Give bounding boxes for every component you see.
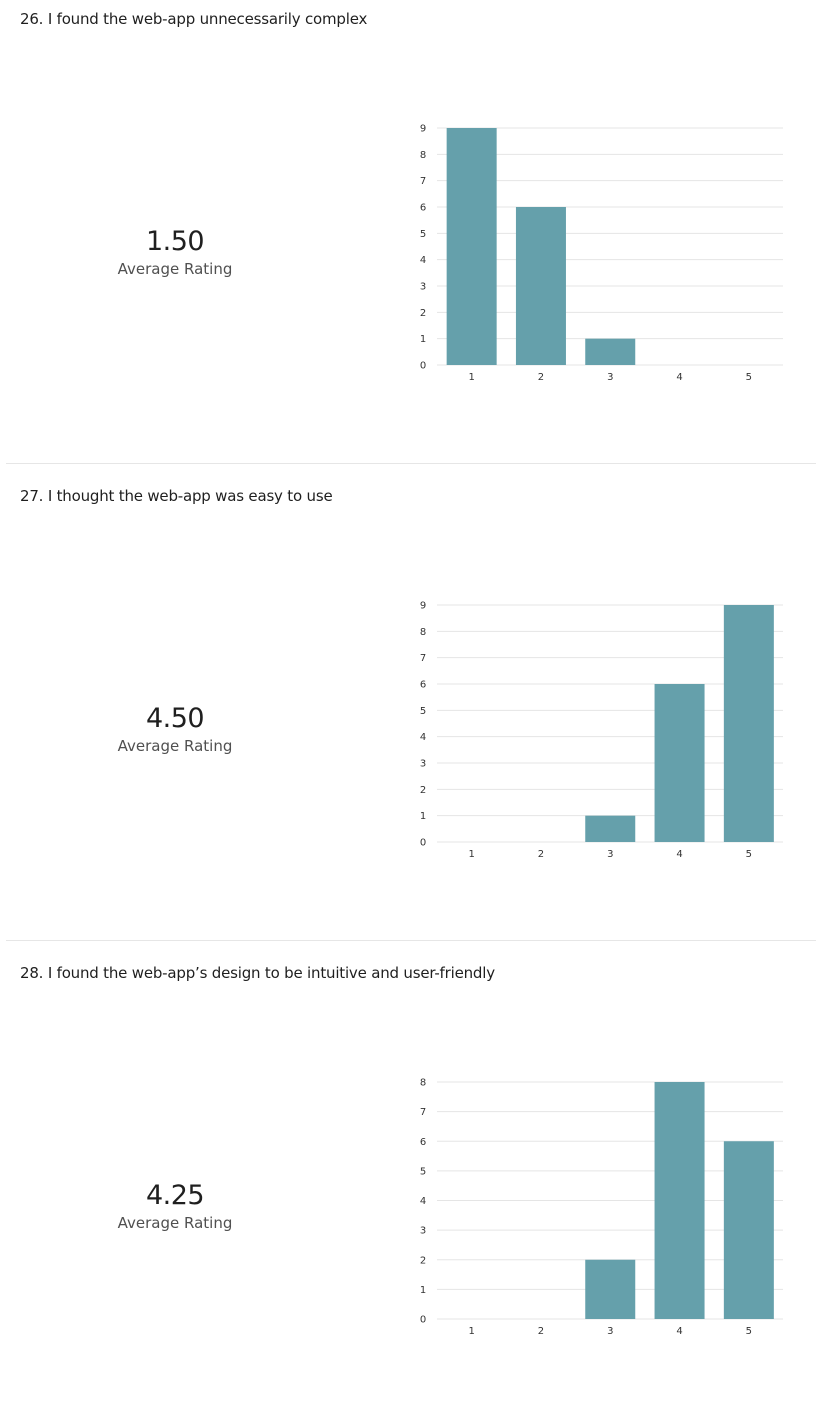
question-title: 27. I thought the web-app was easy to us… [20,487,333,505]
y-tick-label: 6 [420,1137,426,1148]
y-tick-label: 5 [420,1166,426,1177]
x-tick-label: 4 [676,372,682,383]
x-tick-label: 2 [538,1326,544,1337]
bar [585,1259,636,1319]
y-tick-label: 6 [420,680,426,691]
question-title: 28. I found the web-app’s design to be i… [20,964,495,982]
y-tick-label: 2 [420,1255,426,1266]
question-title: 26. I found the web-app unnecessarily co… [20,10,368,28]
rating-bar-chart: 0 1 2 3 4 5 6 7 8 9 1 2 3 4 5 [420,601,783,860]
y-tick-label: 0 [420,1315,426,1326]
x-tick-label: 5 [746,849,752,860]
x-tick-label: 5 [746,1326,752,1337]
x-tick-label: 3 [607,849,613,860]
y-tick-label: 4 [420,732,426,743]
y-tick-label: 8 [420,150,426,161]
question-28: 28. I found the web-app’s design to be i… [0,954,816,1424]
bar [654,1082,705,1319]
y-tick-label: 1 [420,334,426,345]
bar [515,207,566,365]
x-tick-label: 2 [538,849,544,860]
y-tick-label: 7 [420,176,426,187]
x-tick-label: 2 [538,372,544,383]
y-tick-label: 7 [420,653,426,664]
x-tick-label: 5 [746,372,752,383]
y-tick-label: 9 [420,124,426,135]
average-rating-label: Average Rating [117,260,233,278]
y-tick-label: 5 [420,706,426,717]
bar [723,1141,774,1319]
x-tick-label: 3 [607,1326,613,1337]
bar [585,815,636,842]
y-tick-label: 3 [420,759,426,770]
bar [446,128,497,365]
bar [585,338,636,365]
average-rating-value: 4.50 [145,703,205,734]
question-27: 27. I thought the web-app was easy to us… [0,477,816,947]
x-tick-label: 1 [468,849,474,860]
average-rating-block: 4.50 Average Rating [60,703,290,756]
x-tick-label: 4 [676,1326,682,1337]
x-tick-label: 4 [676,849,682,860]
y-tick-label: 2 [420,785,426,796]
y-tick-label: 8 [420,627,426,638]
section-divider [6,940,816,941]
x-tick-label: 3 [607,372,613,383]
y-tick-label: 3 [420,282,426,293]
x-tick-label: 1 [468,372,474,383]
y-tick-label: 3 [420,1226,426,1237]
bar [723,605,774,842]
y-tick-label: 7 [420,1107,426,1118]
y-tick-label: 6 [420,203,426,214]
y-tick-label: 0 [420,361,426,372]
average-rating-block: 4.25 Average Rating [60,1180,290,1233]
y-tick-label: 8 [420,1078,426,1089]
bar [654,684,705,842]
section-divider [6,463,816,464]
average-rating-label: Average Rating [117,737,233,755]
y-tick-label: 0 [420,838,426,849]
y-tick-label: 1 [420,811,426,822]
y-tick-label: 2 [420,308,426,319]
average-rating-label: Average Rating [117,1214,233,1232]
y-tick-label: 1 [420,1285,426,1296]
average-rating-block: 1.50 Average Rating [60,226,290,279]
average-rating-value: 4.25 [145,1180,205,1211]
question-26: 26. I found the web-app unnecessarily co… [0,0,816,470]
rating-bar-chart: 0 1 2 3 4 5 6 7 8 9 1 2 3 4 5 [420,124,783,383]
y-tick-label: 4 [420,1196,426,1207]
y-tick-label: 9 [420,601,426,612]
y-tick-label: 4 [420,255,426,266]
y-tick-label: 5 [420,229,426,240]
x-tick-label: 1 [468,1326,474,1337]
average-rating-value: 1.50 [145,226,205,257]
rating-bar-chart: 0 1 2 3 4 5 6 7 8 1 2 3 4 5 [420,1078,783,1337]
